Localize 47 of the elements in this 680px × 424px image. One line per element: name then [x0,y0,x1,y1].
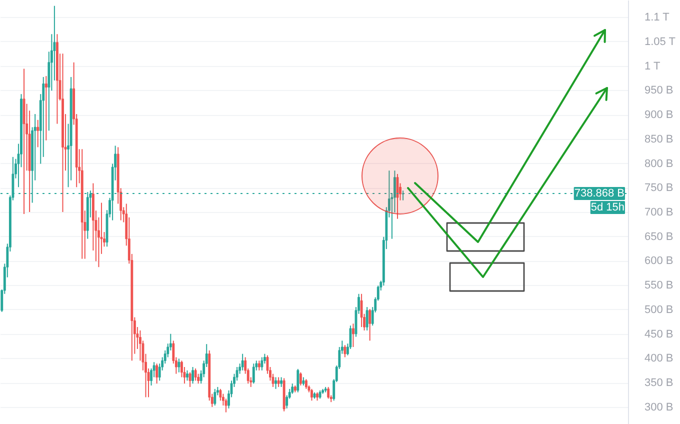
annotation: 5d 15h [590,202,625,214]
y-tick-label: 850 B [644,133,674,146]
y-tick-label: 450 B [644,328,674,340]
y-tick-label: 950 B [644,84,674,97]
candlestick [360,293,363,328]
candlestick [280,376,283,388]
candlestick [352,323,354,348]
candlestick [260,356,264,371]
y-tick-label: 1.1 T [644,12,670,24]
y-tick-label: 800 B [644,158,674,170]
candlestick [296,368,300,393]
candlestick [299,372,302,386]
candlestick [277,376,280,388]
candlestick [44,76,48,141]
candlestick [192,366,194,384]
y-tick-label: 900 B [644,109,674,122]
candlestick [36,119,40,148]
y-tick-label: 300 B [644,401,674,414]
candlestick [186,370,188,382]
candlestick [258,360,260,371]
candlestick [224,398,228,413]
candlestick [291,383,294,394]
candlestick [241,353,244,371]
ref-line-label: 738.868 B [574,188,624,200]
candlestick [344,344,346,358]
y-tick-label: 400 B [644,352,674,365]
y-tick-label: 550 B [644,280,674,292]
y-tick-label: 1.05 T [644,36,676,48]
candlestick [310,388,313,402]
y-tick-label: 750 B [644,182,674,194]
y-tick-label: 650 B [644,230,674,243]
candlestick [214,388,216,406]
candlestick [194,368,197,382]
candlestick [156,363,158,384]
y-tick-label: 700 B [644,206,674,218]
candlestick [219,388,222,402]
y-tick-label: 1 T [644,60,660,72]
candlestick [304,378,308,390]
y-tick-label: 500 B [644,304,674,316]
y-tick-label: 600 B [644,255,674,268]
candlestick [252,363,255,384]
candlestick [178,358,180,373]
candlestick [366,306,368,331]
y-tick-label: 350 B [644,377,674,390]
candlestick [274,376,277,390]
candlestick [327,386,330,400]
candlestick [368,308,372,342]
